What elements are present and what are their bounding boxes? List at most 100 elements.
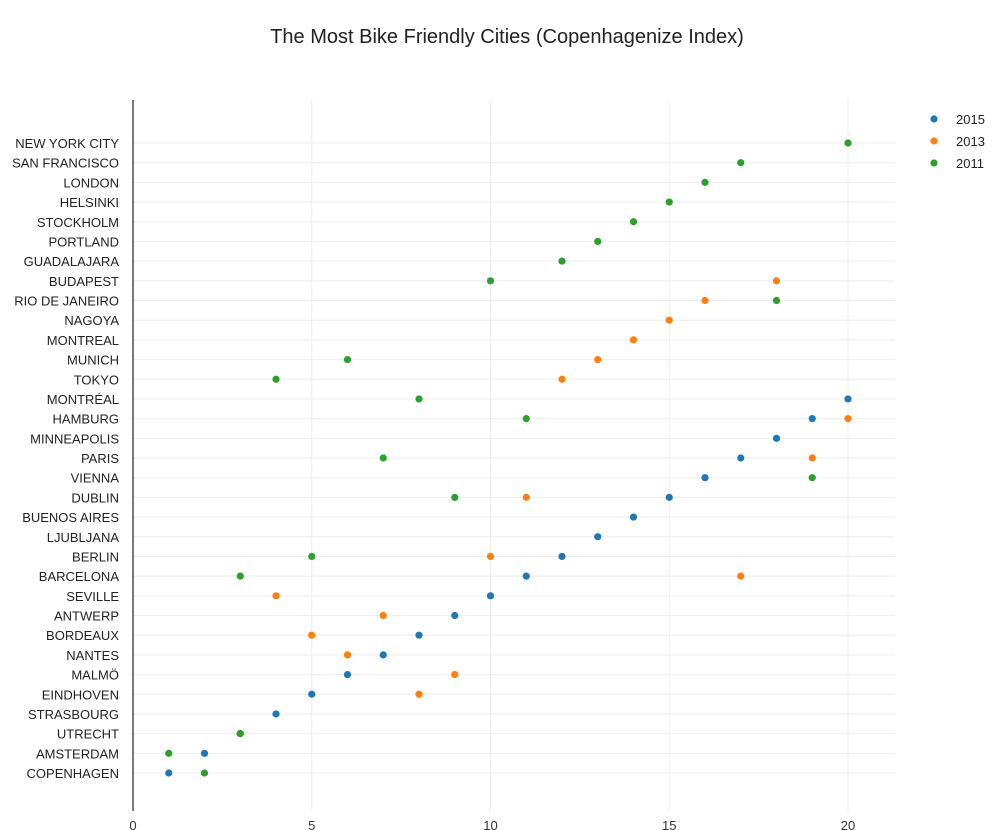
legend-label-2013: 2013 xyxy=(956,134,985,149)
point-2015-ljubljana xyxy=(594,533,602,541)
city-label-nantes: NANTES xyxy=(66,648,119,663)
city-label-tokyo: TOKYO xyxy=(74,372,119,387)
city-label-berlin: BERLIN xyxy=(72,549,119,564)
city-label-ljubljana: LJUBLJANA xyxy=(47,530,120,545)
city-label-helsinki: HELSINKI xyxy=(60,195,119,210)
x-tick-labels: 0 5 10 15 20 xyxy=(129,818,855,830)
x-tick-label-10: 10 xyxy=(483,818,497,830)
city-label-new-york-city: NEW YORK CITY xyxy=(15,136,119,151)
city-label-hamburg: HAMBURG xyxy=(53,412,119,427)
point-2011-barcelona xyxy=(236,572,244,580)
point-2015-seville xyxy=(486,592,495,600)
point-2013-antwerp xyxy=(379,611,387,620)
data-points xyxy=(165,139,852,777)
point-2015-minneapolis xyxy=(772,434,781,442)
legend-marker-2013 xyxy=(930,137,938,145)
point-2011-helsinki xyxy=(665,198,673,206)
point-2011-stockholm xyxy=(629,218,638,226)
point-2015-bordeaux xyxy=(415,631,423,639)
legend: 2015 2013 2011 xyxy=(930,112,985,171)
legend-label-2015: 2015 xyxy=(956,112,985,127)
point-2015-paris xyxy=(737,454,745,462)
city-label-bordeaux: BORDEAUX xyxy=(46,628,119,643)
point-2015-copenhagen xyxy=(165,769,173,777)
point-2015-malmo xyxy=(343,670,352,679)
point-2011-dublin xyxy=(451,493,459,501)
point-2011-budapest xyxy=(486,277,495,285)
city-label-montreal: MONTREAL xyxy=(47,333,119,348)
city-label-eindhoven: EINDHOVEN xyxy=(42,687,119,702)
city-label-paris: PARIS xyxy=(81,451,119,466)
x-tick-label-0: 0 xyxy=(129,818,136,830)
point-2013-nantes xyxy=(343,651,352,659)
city-label-dublin: DUBLIN xyxy=(71,490,119,505)
x-tick-label-15: 15 xyxy=(662,818,676,830)
city-label-strasbourg: STRASBOURG xyxy=(28,707,119,722)
city-label-minneapolis: MINNEAPOLIS xyxy=(30,431,119,446)
city-label-stockholm: STOCKHOLM xyxy=(37,215,119,230)
point-2015-buenos-aires xyxy=(629,513,638,521)
city-label-barcelona: BARCELONA xyxy=(39,569,120,584)
city-label-rio-de-janeiro: RIO DE JANEIRO xyxy=(14,294,119,309)
point-2015-eindhoven xyxy=(308,690,316,698)
point-2013-malmo xyxy=(451,670,459,679)
city-label-malmo: MALMÖ xyxy=(71,668,119,683)
point-2013-tokyo xyxy=(558,375,566,383)
point-2015-strasbourg xyxy=(272,710,280,718)
point-2013-munich xyxy=(594,355,602,364)
point-2011-vienna xyxy=(808,474,816,482)
point-2015-nantes xyxy=(379,651,387,659)
point-2013-bordeaux xyxy=(308,631,316,639)
city-label-guadalajara: GUADALAJARA xyxy=(24,254,120,269)
city-label-amsterdam: AMSTERDAM xyxy=(36,746,119,761)
point-2013-eindhoven xyxy=(415,690,423,698)
legend-marker-2011 xyxy=(930,159,938,167)
point-2011-san-francisco xyxy=(737,159,745,167)
legend-marker-2015 xyxy=(930,115,938,123)
point-2011-tokyo xyxy=(272,375,280,383)
point-2013-budapest xyxy=(772,277,781,285)
point-2013-rio-de-janeiro xyxy=(701,296,709,305)
city-label-munich: MUNICH xyxy=(67,353,119,368)
point-2015-barcelona xyxy=(522,572,530,580)
city-label-utrecht: UTRECHT xyxy=(57,727,119,742)
point-2013-seville xyxy=(272,592,280,600)
point-2011-new-york-city xyxy=(844,139,852,147)
point-2015-dublin xyxy=(665,493,673,501)
point-2013-paris xyxy=(808,454,816,462)
city-label-antwerp: ANTWERP xyxy=(54,609,119,624)
point-2011-portland xyxy=(594,237,602,246)
point-2015-hamburg xyxy=(808,415,816,423)
point-2011-copenhagen xyxy=(200,769,209,777)
city-label-copenhagen: COPENHAGEN xyxy=(27,766,119,781)
point-2015-berlin xyxy=(558,552,566,561)
city-label-nagoya: NAGOYA xyxy=(64,313,119,328)
point-2011-guadalajara xyxy=(558,257,566,265)
city-label-vienna: VIENNA xyxy=(71,471,120,486)
point-2011-rio-de-janeiro xyxy=(772,296,781,305)
city-label-budapest: BUDAPEST xyxy=(49,274,119,289)
point-2013-hamburg xyxy=(844,415,852,423)
point-2015-vienna xyxy=(701,474,709,482)
x-tick-label-5: 5 xyxy=(308,818,315,830)
x-tick-label-20: 20 xyxy=(841,818,855,830)
legend-label-2011: 2011 xyxy=(956,156,984,171)
point-2011-berlin xyxy=(308,552,316,561)
point-2011-hamburg xyxy=(522,415,530,423)
point-2011-montreal xyxy=(415,395,423,403)
point-2013-berlin xyxy=(486,552,495,561)
point-2011-utrecht xyxy=(236,730,244,738)
city-label-portland: PORTLAND xyxy=(48,234,119,249)
point-2013-nagoya xyxy=(665,316,673,324)
point-2013-montreal xyxy=(629,336,638,344)
chart-title: The Most Bike Friendly Cities (Copenhage… xyxy=(270,26,744,48)
city-label-buenos-aires: BUENOS AIRES xyxy=(22,510,119,525)
point-2013-barcelona xyxy=(737,572,745,580)
point-2013-dublin xyxy=(522,493,530,501)
point-2015-antwerp xyxy=(451,611,459,620)
city-label-san-francisco: SAN FRANCISCO xyxy=(12,156,119,171)
city-label-london: LONDON xyxy=(63,175,119,190)
point-2015-amsterdam xyxy=(200,749,209,757)
